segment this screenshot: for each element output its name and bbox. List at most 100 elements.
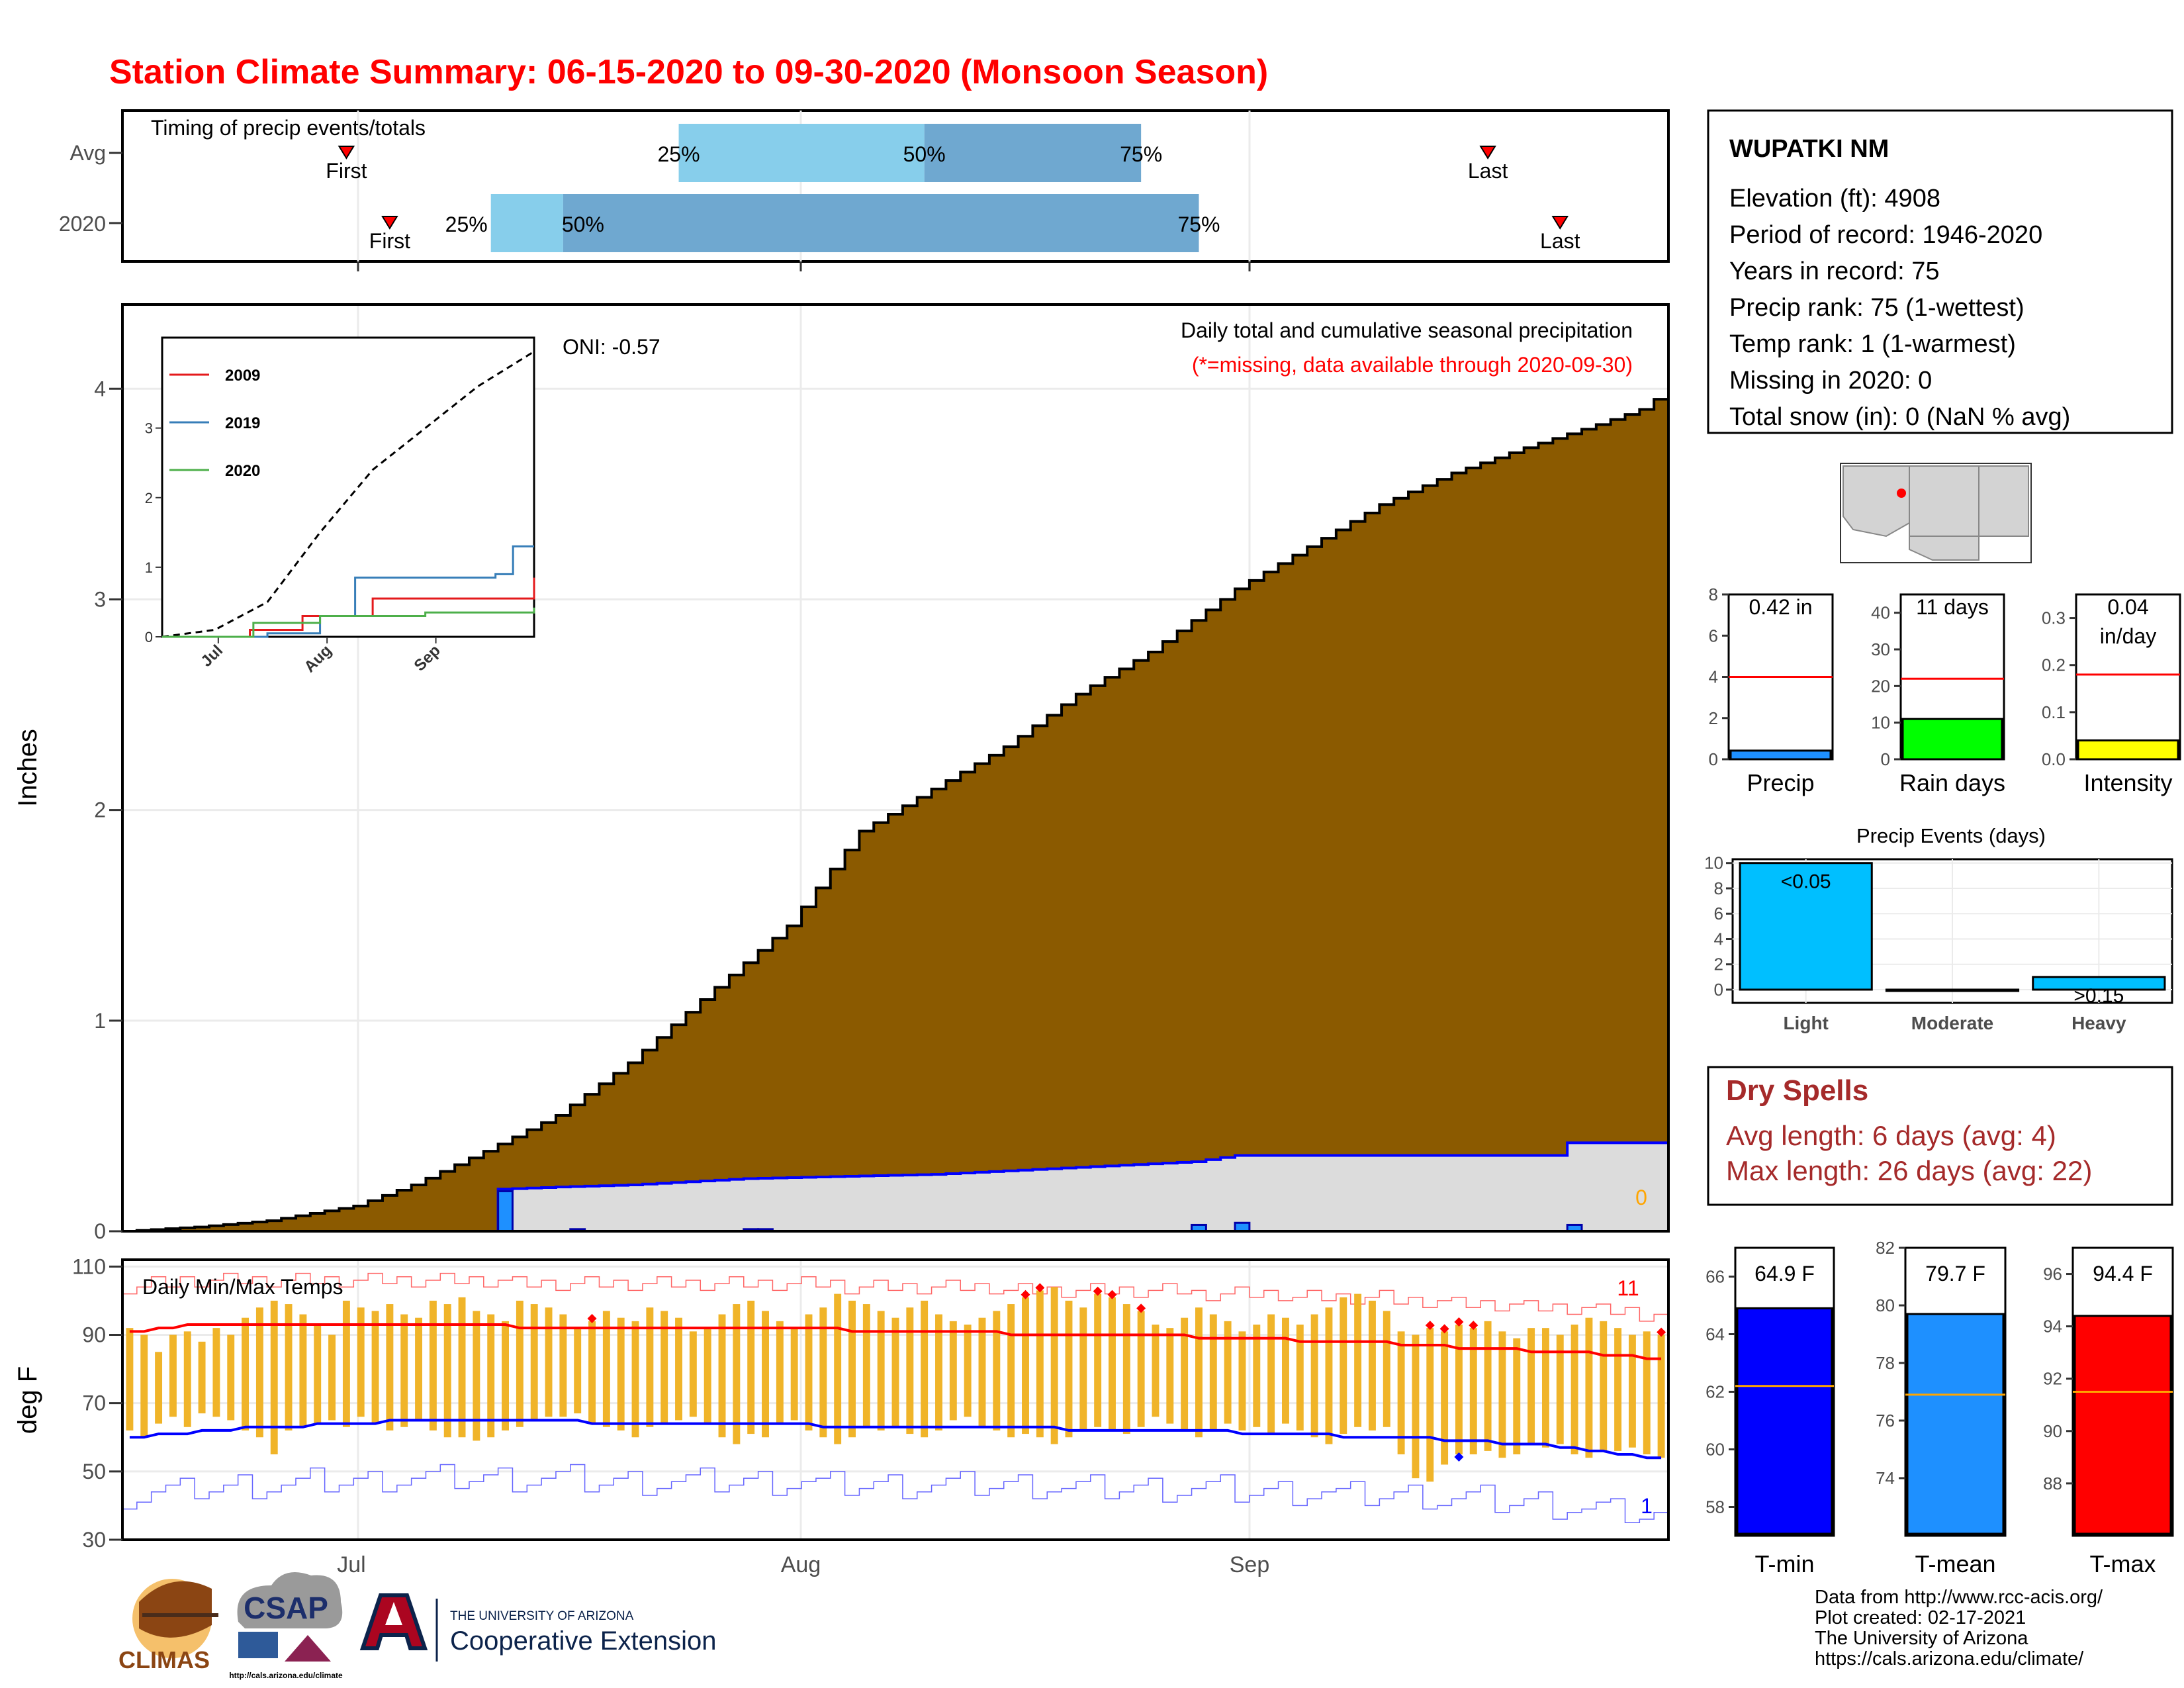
dry-spells-title: Dry Spells [1726,1074,1868,1107]
daily-temp-bar [198,1341,206,1414]
record-high-marker [1093,1286,1103,1296]
temp-bar-value [2073,1315,2172,1535]
month-label-jul: Jul [337,1552,365,1577]
daily-temp-bar [458,1297,466,1438]
daily-temp-bar [660,1311,668,1424]
avg-max-temp-line [129,1323,1662,1360]
record-high-marker [1469,1321,1479,1331]
timing-first-marker [338,146,355,160]
daily-temp-bar [1050,1287,1058,1444]
events-y-tick: 0 [1714,980,1723,1000]
temperature-summary-bars: 58 60 62 64 66 64.9 F T-min 74 76 78 80 82 79.7 F T-m… [1706,1238,2174,1577]
daily-temp-bar [1484,1321,1492,1451]
timing-pct-label: 50% [903,142,946,166]
record-high-count: 11 [1617,1276,1639,1300]
temp-bar-value-label: 64.9 F [1754,1262,1815,1286]
record-high-marker [1136,1303,1146,1313]
precip-y-tick: 0 [94,1219,106,1243]
daily-temp-bar [342,1300,350,1427]
temp-bar-y-tick: 58 [1706,1497,1725,1517]
daily-temp-bar [819,1307,827,1438]
temp-panel-label: Daily Min/Max Temps [142,1275,343,1299]
timing-last-label: Last [1540,229,1580,253]
daily-temp-bar [1527,1328,1535,1444]
month-label-aug: Aug [781,1552,821,1577]
events-y-tick: 10 [1704,853,1723,873]
dry-spells-box: Dry Spells Avg length: 6 days (avg: 4) M… [1707,1066,2173,1206]
timing-title: Timing of precip events/totals [151,116,426,140]
daily-temp-bar [1441,1331,1449,1465]
record-high-line [122,1272,1668,1322]
daily-temp-bar [602,1311,610,1427]
timing-bar-50-75-2020 [563,194,1199,252]
inset-legend-label: 2019 [225,414,260,432]
avg-min-temp-line [129,1419,1662,1460]
daily-temp-bar [1036,1290,1044,1438]
daily-temp-bar [140,1335,148,1438]
daily-temp-bar [516,1300,523,1427]
mini-y-tick: 20 [1871,676,1890,696]
events-y-tick: 8 [1714,878,1723,898]
timing-pct-label: 25% [657,142,700,166]
credit-line: Plot created: 02-17-2021 [1815,1607,2026,1628]
daily-temp-bar [689,1331,697,1417]
mini-y-tick: 10 [1871,713,1890,733]
temp-y-tick: 110 [72,1254,106,1278]
daily-temp-bar [1556,1335,1564,1444]
daily-temp-bar [255,1307,263,1438]
mini-bar-label: Precip [1747,769,1814,796]
mini-bar-frame [2075,593,2181,761]
station-info-box: WUPATKI NM Elevation (ft): 4908 Period o… [1707,109,2173,434]
inset-line-2020 [162,607,535,638]
mini-bar-value-label: 11 days [1916,595,1989,619]
station-line: Temp rank: 1 (1-warmest) [1729,330,2016,358]
daily-temp-bar [1079,1307,1087,1430]
credits: Data from http://www.rcc-acis.org/ Plot … [1815,1587,2103,1669]
timing-bar-50-75-avg [924,124,1142,182]
temp-bar-y-tick: 78 [1876,1353,1895,1373]
daily-temp-bar [747,1300,755,1434]
month-label-sep: Sep [1230,1552,1270,1577]
credit-line: Data from http://www.rcc-acis.org/ [1815,1587,2103,1608]
temp-bar-value [1906,1313,2005,1535]
temp-bar-label: T-max [2089,1550,2156,1577]
temp-y-axis-title: deg F [13,1366,42,1434]
daily-temp-bar [227,1335,235,1421]
daily-temp-bar [877,1311,885,1430]
climas-logo: CLIMAS [118,1579,218,1673]
timing-last-marker [1479,146,1496,160]
daily-temp-bar [270,1300,278,1455]
daily-temp-bar [545,1307,553,1417]
avg-cumulative-precip-line [122,398,1668,1233]
daily-temp-bar [834,1293,842,1444]
mini-y-tick: 0 [1881,749,1890,769]
temp-bar-y-tick: 92 [2043,1369,2062,1389]
daily-temp-bar [1570,1325,1578,1455]
daily-temp-bar [1412,1335,1420,1479]
daily-temp-bar [415,1317,423,1421]
mini-bar-value-label: 0.04 [2107,595,2148,619]
daily-temp-bar [1195,1307,1203,1438]
daily-temp-bar [1094,1293,1102,1427]
temp-bar-y-tick: 60 [1706,1440,1725,1460]
mini-y-tick: 0.1 [2042,702,2066,722]
daily-temp-bar [762,1311,769,1438]
daily-temp-bar [530,1304,538,1421]
daily-temp-bar [1397,1331,1405,1455]
daily-temp-bar [559,1314,567,1417]
daily-temp-bar [1224,1321,1232,1424]
daily-temp-bar [502,1321,509,1430]
daily-temp-bar [386,1304,394,1430]
inset-legend-label: 2009 [225,367,260,385]
daily-temp-bar [935,1314,942,1430]
daily-temp-bar [1137,1311,1145,1427]
record-high-marker [1107,1289,1117,1299]
daily-temp-bar [617,1317,625,1430]
daily-temp-bar [357,1307,365,1417]
temp-y-tick: 30 [82,1528,106,1552]
daily-temp-bar [1065,1300,1073,1438]
daily-temp-bar [1628,1335,1636,1448]
daily-temp-bar [1541,1328,1549,1448]
events-y-tick: 2 [1714,955,1723,974]
